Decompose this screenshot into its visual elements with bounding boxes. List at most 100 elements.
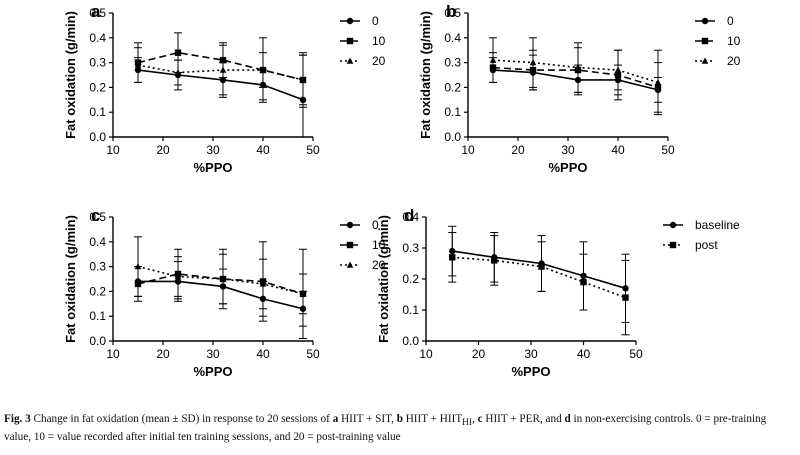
y-tick-label: 0.1 — [402, 303, 419, 317]
series-20 — [489, 37, 662, 116]
x-tick-label: 10 — [419, 347, 433, 361]
data-point — [174, 273, 182, 280]
x-tick-label: 10 — [106, 143, 120, 157]
panel-letter: b — [446, 2, 456, 21]
panel-letter: a — [91, 2, 101, 21]
series-10 — [134, 32, 307, 108]
y-tick-label: 0.2 — [444, 80, 461, 94]
legend: 0 10 20 — [695, 14, 741, 68]
y-tick-label: 0.4 — [89, 31, 106, 45]
y-tick-label: 0.0 — [89, 130, 106, 144]
x-tick-label: 20 — [472, 347, 486, 361]
y-tick-label: 0.5 — [89, 6, 106, 20]
data-point — [449, 254, 456, 261]
data-point — [529, 59, 537, 66]
y-tick-label: 0.2 — [402, 272, 419, 286]
caption-b-sub: HI — [462, 418, 472, 429]
x-axis-label: %PPO — [193, 364, 232, 379]
caption-b-letter: b — [396, 413, 403, 425]
data-point — [580, 278, 587, 286]
y-tick-label: 0.0 — [402, 334, 419, 348]
legend-label: 20 — [372, 258, 386, 272]
series-line — [137, 273, 304, 295]
panel-b: 0.0 0.1 0.2 0.3 0.4 0.5 10 20 30 40 50 %PPO Fat oxid… — [418, 2, 741, 175]
caption-b-tail: , — [472, 413, 478, 425]
legend-label: 0 — [727, 14, 734, 28]
x-tick-label: 30 — [206, 143, 220, 157]
legend-marker — [346, 261, 354, 268]
y-tick-label: 0.5 — [444, 6, 461, 20]
figure-caption: Fig. 3 Change in fat oxidation (mean ± S… — [4, 412, 796, 444]
x-tick-label: 30 — [524, 347, 538, 361]
data-point — [219, 66, 227, 73]
series-0 — [489, 54, 662, 103]
y-tick-label: 0.3 — [89, 260, 106, 274]
caption-c-letter: c — [477, 413, 483, 425]
legend: 0 10 20 — [340, 218, 386, 272]
series-10 — [134, 241, 307, 340]
x-tick-label: 50 — [306, 347, 320, 361]
y-tick-label: 0.1 — [444, 105, 461, 119]
x-tick-label: 20 — [156, 143, 170, 157]
data-point — [174, 69, 182, 76]
x-tick-label: 40 — [256, 143, 270, 157]
data-point — [174, 49, 182, 56]
caption-a-letter: a — [332, 413, 339, 425]
legend-label: 20 — [727, 54, 741, 68]
series-0 — [134, 54, 307, 138]
x-tick-label: 10 — [461, 143, 475, 157]
series-line — [492, 66, 659, 89]
legend-marker — [701, 37, 709, 45]
y-tick-label: 0.3 — [444, 56, 461, 70]
x-tick-label: 20 — [511, 143, 525, 157]
x-axis-label: %PPO — [193, 160, 232, 175]
series-baseline — [448, 225, 630, 323]
x-tick-label: 10 — [106, 347, 120, 361]
data-point — [299, 290, 307, 297]
y-tick-label: 0.0 — [444, 130, 461, 144]
legend-marker — [346, 37, 354, 45]
y-tick-label: 0.2 — [89, 284, 106, 298]
y-tick-label: 0.2 — [89, 80, 106, 94]
data-point — [259, 280, 267, 287]
data-point — [614, 66, 622, 73]
panel-a: 0.0 0.1 0.2 0.3 0.4 0.5 10 20 30 40 50 %PPO Fat oxid… — [63, 2, 386, 175]
legend-marker — [701, 57, 709, 64]
y-tick-label: 0.1 — [89, 105, 106, 119]
series-0 — [134, 261, 307, 327]
series-20 — [134, 236, 307, 315]
y-tick-label: 0.1 — [89, 309, 106, 323]
x-tick-label: 40 — [256, 347, 270, 361]
legend-marker — [346, 221, 354, 229]
y-axis-label: Fat oxidation (g/min) — [63, 215, 78, 343]
x-tick-label: 30 — [561, 143, 575, 157]
legend-marker — [669, 241, 677, 249]
panel-letter: c — [91, 206, 100, 225]
data-point — [134, 61, 142, 68]
y-tick-label: 0.0 — [89, 334, 106, 348]
legend-marker — [346, 241, 354, 249]
data-point — [259, 66, 267, 73]
y-tick-label: 0.4 — [444, 31, 461, 45]
x-tick-label: 20 — [156, 347, 170, 361]
y-tick-label: 0.3 — [402, 241, 419, 255]
data-point — [538, 263, 545, 270]
data-point — [299, 76, 307, 83]
figure-panels: 0.0 0.1 0.2 0.3 0.4 0.5 10 20 30 40 50 %PPO Fat oxid… — [63, 2, 741, 379]
caption-b-text: HIIT + HIIT — [402, 413, 463, 425]
y-tick-label: 0.5 — [89, 210, 106, 224]
series-post — [448, 232, 630, 336]
legend-label: baseline — [695, 218, 740, 232]
legend: 0 10 20 — [340, 14, 386, 68]
panel-d: 0.0 0.1 0.2 0.3 0.4 10 20 30 40 50 %PPO Fat oxidati… — [376, 206, 740, 379]
series-20 — [134, 44, 307, 106]
x-tick-label: 50 — [629, 347, 643, 361]
legend-label: 0 — [372, 14, 379, 28]
y-axis-label: Fat oxidation (g/min) — [418, 11, 433, 139]
caption-d-letter: d — [564, 413, 571, 425]
legend-label: 0 — [372, 218, 379, 232]
data-point — [654, 78, 662, 86]
x-tick-label: 40 — [611, 143, 625, 157]
panel-letter: d — [404, 206, 414, 225]
caption-lead: Fig. 3 — [4, 413, 31, 425]
